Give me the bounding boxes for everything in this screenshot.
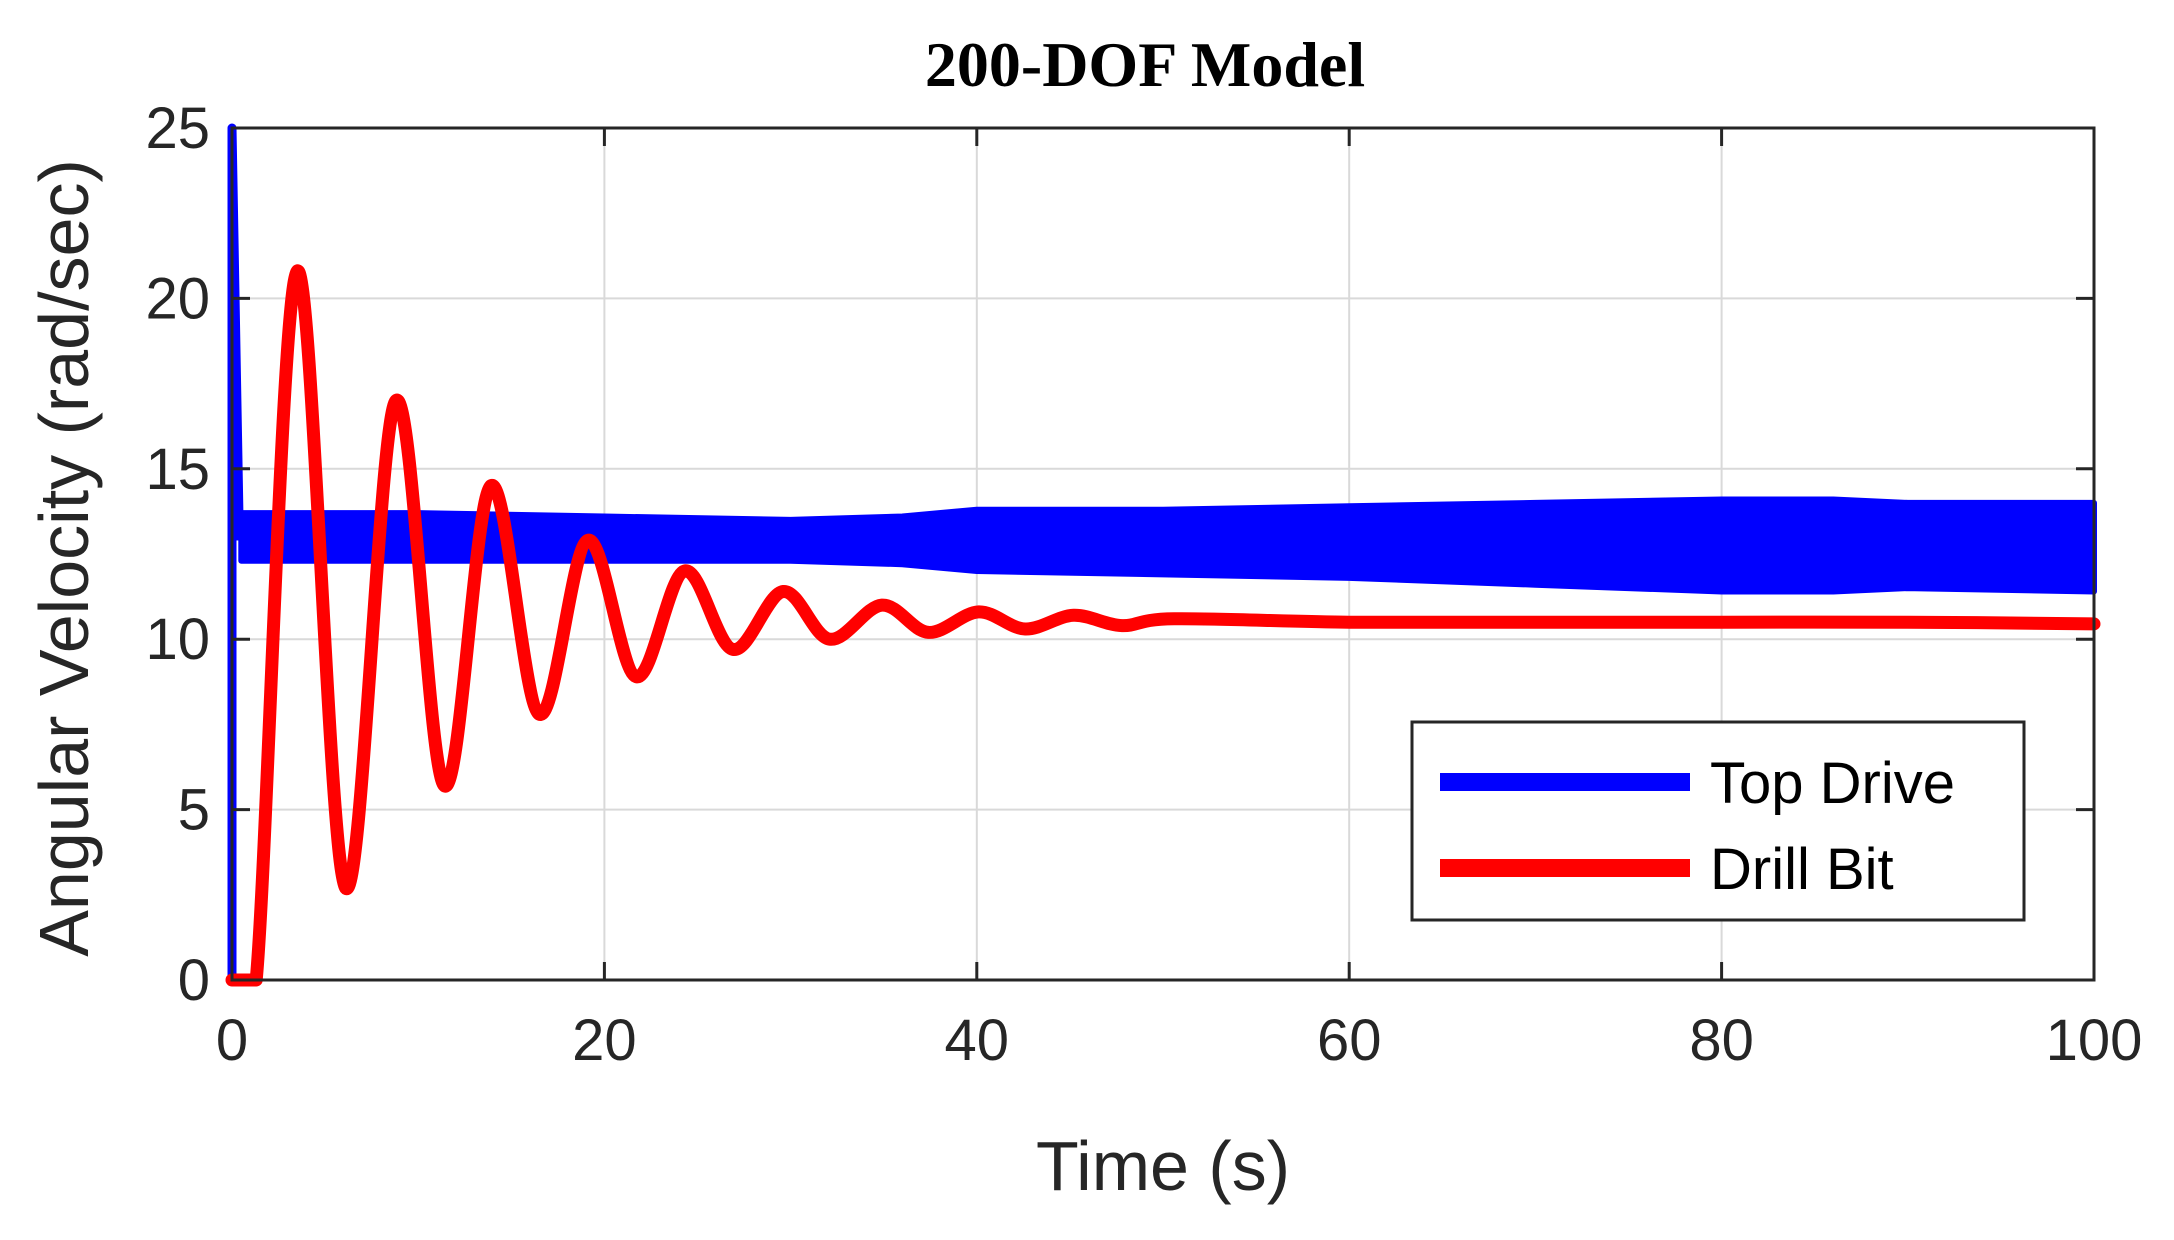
- series-drill-bit-line: [225, 264, 2101, 987]
- tick-labels: 0 20 40 60 80 100 0 5 10 15 20 25: [145, 96, 2142, 1073]
- x-axis-label: Time (s): [1036, 1127, 1290, 1205]
- legend: Top Drive Drill Bit: [1410, 720, 2026, 922]
- x-tick-label: 100: [2046, 1008, 2143, 1073]
- y-tick-label: 15: [145, 437, 210, 502]
- legend-label-top-drive: Top Drive: [1710, 751, 1955, 816]
- x-tick-label: 20: [572, 1008, 637, 1073]
- x-tick-label: 60: [1317, 1008, 1382, 1073]
- x-tick-label: 0: [216, 1008, 248, 1073]
- legend-label-drill-bit: Drill Bit: [1710, 837, 1894, 902]
- y-axis-label: Angular Velocity (rad/sec): [25, 159, 103, 957]
- plot-frame: [230, 126, 2096, 982]
- y-tick-label: 20: [145, 266, 210, 331]
- y-tick-label: 0: [178, 948, 210, 1013]
- ticks: [230, 126, 2096, 982]
- legend-box: [1410, 720, 2026, 922]
- y-tick-label: 5: [178, 778, 210, 843]
- y-tick-label: 25: [145, 96, 210, 161]
- chart-title: 200-DOF Model: [925, 29, 1365, 100]
- x-tick-label: 80: [1689, 1008, 1754, 1073]
- y-tick-label: 10: [145, 607, 210, 672]
- x-tick-label: 40: [945, 1008, 1010, 1073]
